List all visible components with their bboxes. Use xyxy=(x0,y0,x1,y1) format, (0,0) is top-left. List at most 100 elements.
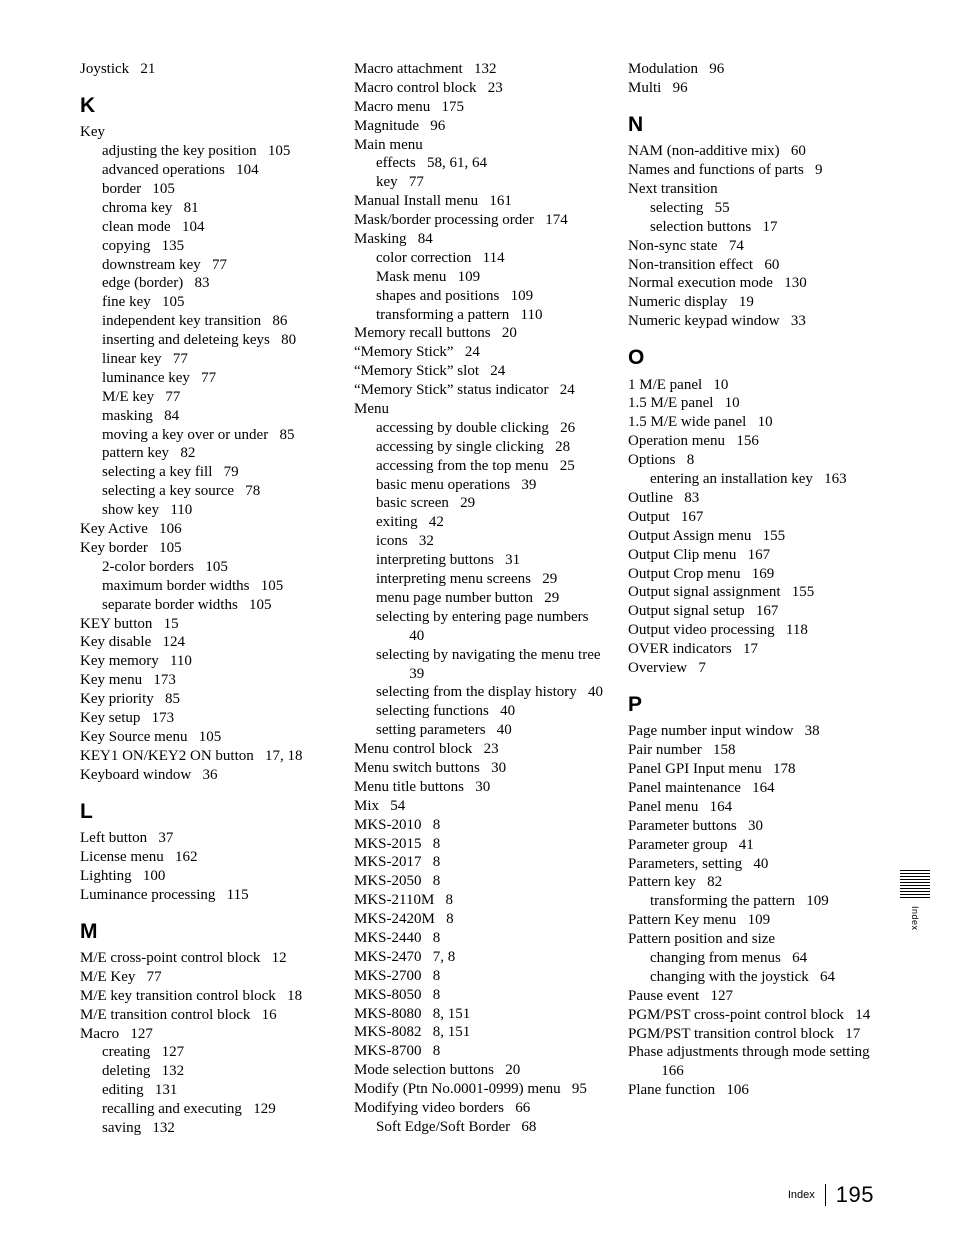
index-pages: 29 xyxy=(533,590,559,606)
index-subentry: transforming a pattern 110 xyxy=(354,306,606,325)
index-pages: 32 xyxy=(408,533,434,549)
index-entry: Numeric display 19 xyxy=(628,293,880,312)
index-term: recalling and executing xyxy=(102,1101,242,1117)
index-entry: MKS-8080 8, 151 xyxy=(354,1005,606,1024)
index-pages: 21 xyxy=(129,61,155,77)
index-term: Panel menu xyxy=(628,799,698,815)
index-pages: 54 xyxy=(379,798,405,814)
index-subentry: adjusting the key position 105 xyxy=(80,142,332,161)
index-pages: 23 xyxy=(476,80,502,96)
index-pages: 30 xyxy=(737,818,763,834)
index-pages: 7, 8 xyxy=(422,949,456,965)
index-entry: Macro 127 xyxy=(80,1025,332,1044)
index-pages: 96 xyxy=(419,118,445,134)
index-term: downstream key xyxy=(102,257,201,273)
index-pages: 66 xyxy=(504,1100,530,1116)
index-term: Next transition xyxy=(628,181,718,197)
index-term: Mode selection buttons xyxy=(354,1062,494,1078)
index-term: independent key transition xyxy=(102,313,261,329)
index-term: Mask menu xyxy=(376,269,446,285)
index-term: luminance key xyxy=(102,370,190,386)
index-term: creating xyxy=(102,1044,150,1060)
index-term: Modifying video borders xyxy=(354,1100,504,1116)
index-pages: 33 xyxy=(780,313,806,329)
index-entry: Pattern Key menu 109 xyxy=(628,911,880,930)
index-term: Key xyxy=(80,124,105,140)
index-pages: 132 xyxy=(150,1063,184,1079)
index-pages: 109 xyxy=(499,288,533,304)
index-pages: 9 xyxy=(804,162,823,178)
index-pages: 124 xyxy=(151,634,185,650)
index-pages: 68 xyxy=(510,1119,536,1135)
index-pages: 127 xyxy=(699,988,733,1004)
index-entry: 1.5 M/E wide panel 10 xyxy=(628,413,880,432)
index-entry: Joystick 21 xyxy=(80,60,332,79)
footer-page-number: 195 xyxy=(836,1182,874,1208)
index-entry: Key border 105 xyxy=(80,539,332,558)
index-term: saving xyxy=(102,1120,141,1136)
index-entry: Luminance processing 115 xyxy=(80,886,332,905)
index-pages: 104 xyxy=(171,219,205,235)
index-term: Pattern position and size xyxy=(628,931,775,947)
index-entry: Key setup 173 xyxy=(80,709,332,728)
index-entry: MKS-8082 8, 151 xyxy=(354,1023,606,1042)
index-term: Plane function xyxy=(628,1082,715,1098)
index-pages: 12 xyxy=(260,950,286,966)
index-term: Key priority xyxy=(80,691,154,707)
index-subentry: chroma key 81 xyxy=(80,199,332,218)
index-entry: MKS-2420M 8 xyxy=(354,910,606,929)
index-pages: 24 xyxy=(479,363,505,379)
index-pages: 24 xyxy=(549,382,575,398)
index-term: M/E transition control block xyxy=(80,1007,250,1023)
index-pages: 37 xyxy=(147,830,173,846)
index-entry: Magnitude 96 xyxy=(354,117,606,136)
index-pages: 163 xyxy=(813,471,847,487)
index-subentry: accessing by double clicking 26 xyxy=(354,419,606,438)
index-letter-heading: K xyxy=(80,93,332,119)
index-pages: 127 xyxy=(119,1026,153,1042)
index-term: 1 M/E panel xyxy=(628,377,702,393)
index-subentry: creating 127 xyxy=(80,1043,332,1062)
index-pages: 166 xyxy=(650,1063,684,1079)
index-term: menu page number button xyxy=(376,590,533,606)
index-entry: 1.5 M/E panel 10 xyxy=(628,394,880,413)
index-subentry: basic menu operations 39 xyxy=(354,476,606,495)
index-pages: 85 xyxy=(268,427,294,443)
index-subentry: inserting and deleteing keys 80 xyxy=(80,331,332,350)
index-subentry: entering an installation key 163 xyxy=(628,470,880,489)
index-entry: Phase adjustments through mode setting 1… xyxy=(628,1043,880,1081)
index-subentry: masking 84 xyxy=(80,407,332,426)
index-pages: 10 xyxy=(702,377,728,393)
index-term: icons xyxy=(376,533,408,549)
index-term: NAM (non-additive mix) xyxy=(628,143,780,159)
index-pages: 16 xyxy=(250,1007,276,1023)
index-pages: 8 xyxy=(422,817,441,833)
index-pages: 82 xyxy=(696,874,722,890)
index-entry: Operation menu 156 xyxy=(628,432,880,451)
index-entry: Panel GPI Input menu 178 xyxy=(628,760,880,779)
index-pages: 156 xyxy=(725,433,759,449)
index-pages: 158 xyxy=(702,742,736,758)
index-term: KEY1 ON/KEY2 ON button xyxy=(80,748,254,764)
index-term: moving a key over or under xyxy=(102,427,268,443)
index-term: Macro control block xyxy=(354,80,476,96)
index-subentry: recalling and executing 129 xyxy=(80,1100,332,1119)
index-pages: 106 xyxy=(715,1082,749,1098)
index-term: Manual Install menu xyxy=(354,193,478,209)
index-term: Main menu xyxy=(354,137,423,153)
index-term: MKS-2470 xyxy=(354,949,422,965)
index-entry: Key priority 85 xyxy=(80,690,332,709)
index-term: Page number input window xyxy=(628,723,793,739)
index-entry: Key xyxy=(80,123,332,142)
index-pages: 8 xyxy=(422,1043,441,1059)
index-entry: Non-sync state 74 xyxy=(628,237,880,256)
index-pages: 55 xyxy=(703,200,729,216)
index-pages: 8, 151 xyxy=(422,1024,471,1040)
index-entry: Names and functions of parts 9 xyxy=(628,161,880,180)
index-entry: Manual Install menu 161 xyxy=(354,192,606,211)
index-term: key xyxy=(376,174,398,190)
side-tab: Index xyxy=(896,870,934,960)
index-entry: MKS-2700 8 xyxy=(354,967,606,986)
index-entry: Key menu 173 xyxy=(80,671,332,690)
index-term: “Memory Stick” status indicator xyxy=(354,382,549,398)
